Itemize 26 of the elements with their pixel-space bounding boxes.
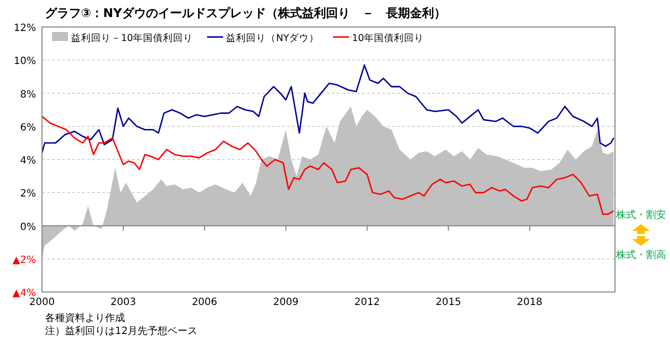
y-tick-label: 6%	[20, 122, 36, 134]
x-tick-label: 2000	[29, 297, 55, 308]
line-series	[41, 116, 614, 215]
x-tick-label: 2003	[110, 297, 136, 308]
legend-label: 益利回り－10年国債利回り	[71, 32, 194, 44]
x-tick-label: 2009	[273, 297, 299, 308]
text: 各種資料より作成	[45, 312, 125, 324]
y-tick-label: 0%	[20, 222, 36, 233]
text: 株式・割高	[615, 249, 666, 261]
line-series	[41, 64, 614, 154]
y-tick-label: 4%	[20, 156, 36, 166]
y-tick-label: 8%	[20, 89, 36, 100]
text: 注）益利回りは12月先予想ベース	[45, 325, 198, 337]
y-tick-label: ▲2%	[12, 254, 36, 266]
legend-label: 10年国債利回り	[352, 32, 424, 44]
legend-label: 益利回り（NYダウ）	[226, 32, 320, 44]
y-tick-label: ▲4%	[12, 288, 36, 299]
x-tick-label: 2018	[516, 297, 542, 308]
y-tick-label: 2%	[20, 188, 36, 200]
x-tick-label: 2006	[192, 297, 218, 308]
y-tick-label: 12%	[14, 23, 36, 34]
x-tick-label: 2015	[436, 297, 462, 308]
y-tick-label: 10%	[14, 56, 36, 68]
text: 株式・割安	[615, 209, 666, 221]
x-tick-label: 2012	[354, 297, 380, 308]
chart-title: グラフ③：NYダウのイールドスプレッド（株式益利回り － 長期金利）	[45, 6, 446, 20]
